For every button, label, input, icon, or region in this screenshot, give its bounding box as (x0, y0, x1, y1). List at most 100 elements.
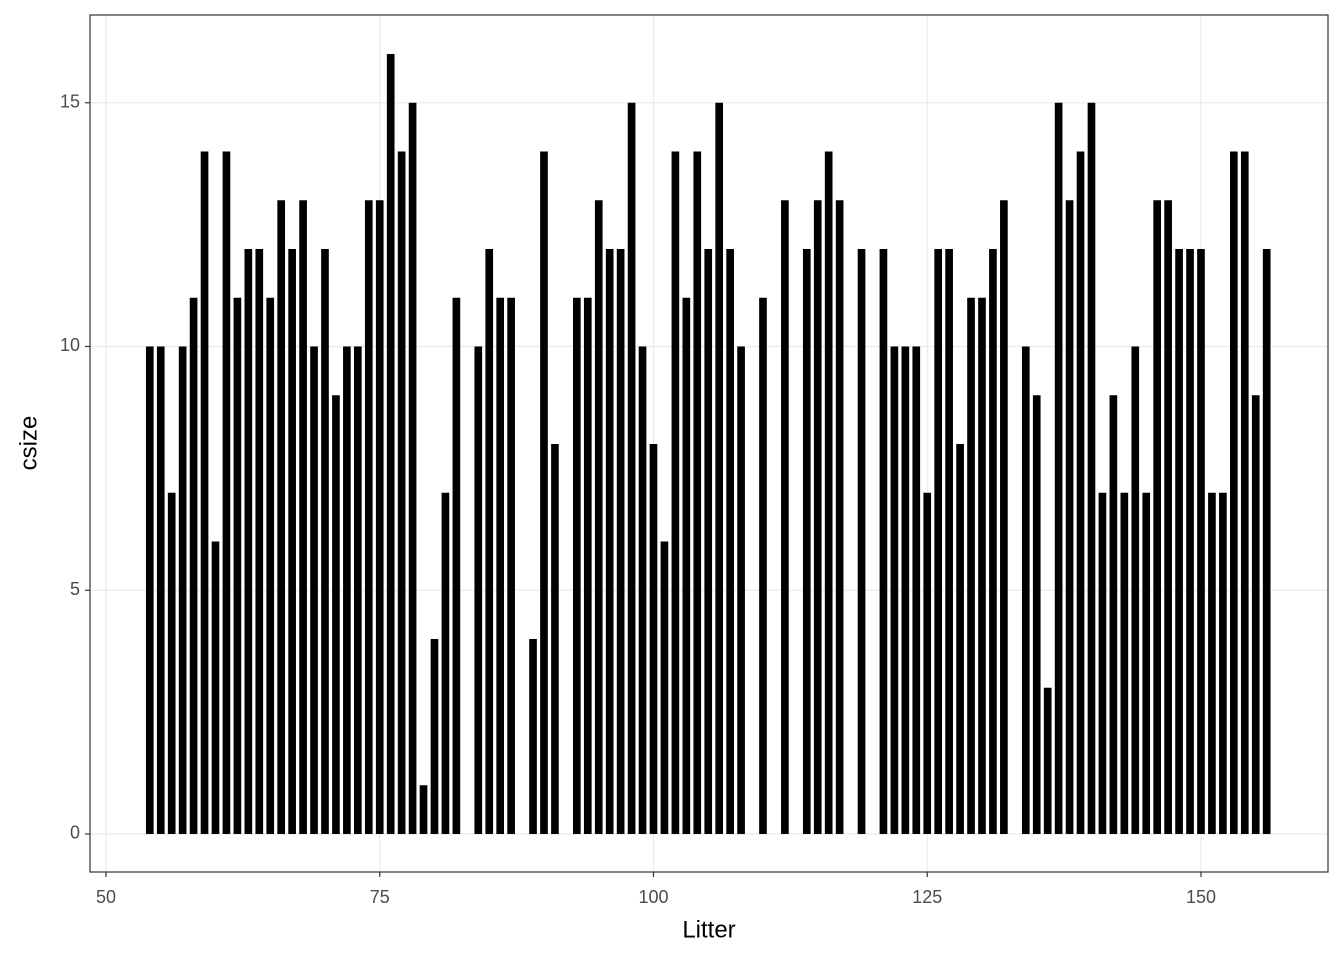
bar (1175, 248, 1183, 834)
bar (244, 248, 253, 834)
bar (1153, 200, 1162, 834)
bar (364, 200, 373, 834)
bar (167, 492, 176, 834)
bar (233, 297, 242, 834)
bar (1186, 248, 1194, 834)
bar (660, 541, 669, 834)
bar (737, 346, 745, 834)
bar (452, 297, 461, 834)
bar (802, 248, 811, 834)
bar (310, 346, 318, 834)
bar (989, 248, 997, 834)
bar (222, 151, 231, 834)
bar (408, 102, 417, 834)
x-axis-title: Litter (682, 916, 735, 943)
bar (583, 297, 592, 834)
bar (781, 200, 789, 834)
bar (1164, 200, 1172, 834)
bar (1219, 492, 1227, 834)
bar (1240, 151, 1249, 834)
bar (1098, 492, 1107, 834)
bar (551, 443, 559, 834)
x-tick-label: 100 (638, 887, 668, 907)
bar (386, 53, 395, 834)
bar (967, 297, 975, 834)
bar (693, 151, 702, 834)
bar (835, 200, 844, 834)
bar (1087, 102, 1096, 834)
bar (1131, 346, 1140, 834)
bar (956, 443, 964, 834)
bar (397, 151, 406, 834)
y-axis-title: csize (15, 416, 42, 471)
bar (277, 200, 286, 834)
bar (978, 297, 986, 834)
bar (1262, 248, 1271, 834)
bar (605, 248, 614, 834)
bar (923, 492, 932, 834)
bar (375, 200, 384, 834)
bar (1021, 346, 1030, 834)
bar (573, 297, 581, 834)
bar (616, 248, 625, 834)
bar (354, 346, 362, 834)
bar (343, 346, 351, 834)
bar (211, 541, 220, 834)
bar (1076, 151, 1085, 834)
bar (1043, 687, 1052, 834)
bar (945, 248, 953, 834)
bar (441, 492, 450, 834)
bar (474, 346, 483, 834)
x-tick-label: 150 (1186, 887, 1216, 907)
y-tick-label: 10 (60, 335, 80, 355)
bar (890, 346, 899, 834)
bar (813, 200, 822, 834)
bar (879, 248, 888, 834)
bar (1109, 395, 1118, 834)
bar (321, 248, 329, 834)
bars (145, 53, 1271, 834)
bar (1142, 492, 1151, 834)
panel-border (89, 14, 1329, 873)
bar (715, 102, 724, 834)
bar (485, 248, 494, 834)
bar (178, 346, 187, 834)
bar (529, 638, 537, 834)
bar (627, 102, 636, 834)
x-tick-label: 125 (912, 887, 942, 907)
bar (156, 346, 165, 834)
bar (1120, 492, 1129, 834)
bar (419, 785, 428, 834)
bar (1197, 248, 1205, 834)
bar (704, 248, 713, 834)
bar (430, 638, 439, 834)
y-tick-label: 15 (60, 91, 80, 111)
bar (1000, 200, 1008, 834)
bar (759, 297, 767, 834)
x-tick-label: 75 (370, 887, 390, 907)
bar (638, 346, 647, 834)
bar (332, 395, 340, 834)
bar (901, 346, 910, 834)
bar (1065, 200, 1074, 834)
bar (1208, 492, 1216, 834)
bar (189, 297, 198, 834)
bar (496, 297, 505, 834)
bar (145, 346, 154, 834)
bar (726, 248, 734, 834)
bar (540, 151, 548, 834)
bar (594, 200, 603, 834)
bar (507, 297, 515, 834)
bar (912, 346, 921, 834)
bar (682, 297, 691, 834)
bar (288, 248, 296, 834)
bar (1251, 395, 1260, 834)
bar (1032, 395, 1041, 834)
bar (1229, 151, 1238, 834)
bar (857, 248, 866, 834)
y-tick-label: 0 (70, 823, 80, 843)
bar (934, 248, 943, 834)
bar (299, 200, 307, 834)
